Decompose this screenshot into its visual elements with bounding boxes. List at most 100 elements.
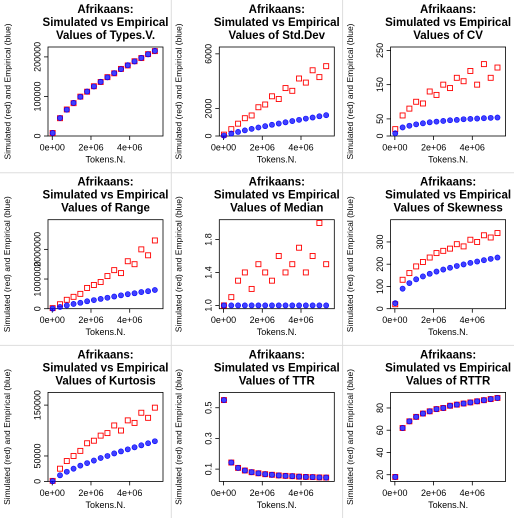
empirical-point	[221, 397, 227, 403]
empirical-point	[420, 410, 426, 417]
y-tick-label: 0	[375, 306, 385, 311]
empirical-point	[323, 474, 330, 481]
y-axis-label: Simulated (red) and Empirical (blue)	[345, 196, 355, 332]
empirical-point	[145, 440, 151, 447]
simulated-point	[440, 81, 447, 88]
panel-title: Simulated vs Empirical	[43, 190, 169, 202]
simulated-point	[282, 269, 289, 276]
simulated-point	[474, 81, 481, 88]
simulated-point	[118, 270, 124, 277]
simulated-point	[302, 79, 309, 86]
simulated-point	[84, 284, 91, 291]
empirical-point	[70, 301, 77, 307]
panel-title: Simulated vs Empirical	[385, 17, 511, 29]
empirical-point	[426, 408, 433, 415]
simulated-point	[77, 290, 84, 297]
panel-title: Simulated vs Empirical	[214, 362, 340, 374]
empirical-point	[447, 402, 453, 409]
empirical-point	[269, 302, 275, 309]
y-tick-label: 1.0	[204, 299, 214, 312]
simulated-point	[255, 261, 262, 268]
simulated-point	[84, 440, 91, 447]
empirical-point	[494, 395, 501, 401]
empirical-point	[104, 74, 111, 81]
empirical-point	[406, 418, 413, 425]
empirical-point	[255, 470, 262, 477]
empirical-point	[289, 118, 296, 124]
empirical-point	[131, 58, 138, 65]
empirical-point	[447, 264, 453, 271]
empirical-point	[481, 115, 487, 122]
plot-frame	[47, 46, 164, 137]
empirical-point	[289, 302, 296, 309]
simulated-point	[104, 430, 111, 437]
empirical-point	[467, 259, 474, 266]
empirical-point	[481, 257, 487, 264]
x-axis-label: Tokens.N.	[85, 327, 125, 337]
simulated-point	[77, 447, 84, 454]
empirical-point	[145, 51, 151, 58]
empirical-point	[460, 261, 467, 268]
empirical-point	[104, 453, 111, 459]
empirical-point	[406, 280, 413, 287]
simulated-point	[241, 269, 248, 276]
empirical-point	[282, 472, 289, 479]
empirical-point	[289, 473, 296, 480]
simulated-point	[323, 261, 330, 268]
simulated-point	[70, 453, 77, 459]
simulated-point	[97, 432, 104, 439]
simulated-point	[474, 238, 481, 245]
empirical-point	[255, 302, 262, 309]
empirical-point	[104, 294, 111, 301]
empirical-point	[392, 130, 399, 137]
empirical-point	[124, 446, 131, 453]
x-tick-label: 4e+06	[288, 142, 313, 152]
simulated-point	[323, 63, 330, 70]
x-axis-label: Tokens.N.	[85, 154, 125, 164]
simulated-point	[124, 258, 131, 265]
simulated-point	[399, 112, 406, 119]
simulated-point	[90, 437, 97, 444]
empirical-point	[49, 130, 56, 136]
y-axis-label: Simulated (red) and Empirical (blue)	[174, 23, 184, 159]
panel-title: Simulated vs Empirical	[385, 190, 511, 202]
empirical-point	[262, 302, 269, 309]
simulated-point	[70, 293, 77, 300]
simulated-point	[255, 104, 262, 111]
empirical-point	[151, 438, 158, 445]
y-tick-label: 40	[375, 447, 385, 457]
empirical-point	[399, 425, 406, 431]
panel-title: Afrikaans:	[420, 349, 476, 361]
x-tick-label: 4e+06	[460, 488, 485, 498]
empirical-point	[460, 116, 467, 123]
empirical-point	[413, 276, 420, 283]
x-tick-label: 2e+06	[421, 315, 446, 325]
empirical-point	[269, 471, 275, 478]
x-tick-label: 4e+06	[288, 315, 313, 325]
empirical-point	[111, 293, 118, 300]
plot-frame	[390, 46, 507, 137]
empirical-point	[262, 123, 269, 130]
y-tick-label: 0.3	[204, 432, 214, 445]
x-tick-label: 0e+00	[382, 142, 407, 152]
empirical-point	[145, 288, 151, 295]
empirical-point	[84, 298, 91, 305]
empirical-point	[241, 467, 248, 474]
y-tick-label: 0	[375, 133, 385, 138]
x-axis-label: Tokens.N.	[428, 327, 468, 337]
empirical-point	[447, 117, 453, 124]
y-tick-label: 1000000	[32, 262, 42, 297]
empirical-point	[392, 300, 399, 307]
simulated-point	[131, 419, 138, 426]
y-tick-label: 60	[375, 425, 385, 435]
x-tick-label: 2e+06	[78, 488, 103, 498]
simulated-point	[413, 263, 420, 270]
y-tick-label: 20	[375, 470, 385, 480]
empirical-point	[426, 119, 433, 126]
empirical-point	[296, 473, 302, 480]
x-tick-label: 2e+06	[78, 142, 103, 152]
simulated-point	[480, 61, 487, 68]
empirical-point	[262, 471, 269, 478]
